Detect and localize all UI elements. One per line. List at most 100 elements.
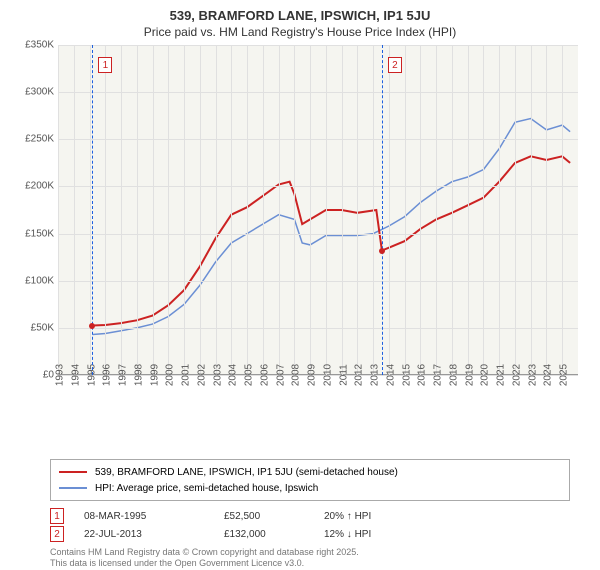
x-gridline [499, 45, 500, 375]
marker-vline [382, 45, 383, 375]
x-tick-label: 2016 [413, 364, 428, 386]
transaction-price: £132,000 [224, 529, 324, 540]
x-tick-label: 1999 [145, 364, 160, 386]
footer-line1: Contains HM Land Registry data © Crown c… [50, 547, 590, 558]
x-tick-label: 1995 [82, 364, 97, 386]
x-gridline [468, 45, 469, 375]
x-gridline [168, 45, 169, 375]
footer-attribution: Contains HM Land Registry data © Crown c… [50, 547, 590, 570]
x-tick-label: 2011 [334, 364, 349, 386]
legend: 539, BRAMFORD LANE, IPSWICH, IP1 5JU (se… [50, 459, 570, 501]
x-tick-label: 2007 [271, 364, 286, 386]
x-gridline [58, 45, 59, 375]
marker-dot [379, 248, 385, 254]
x-gridline [436, 45, 437, 375]
x-gridline [247, 45, 248, 375]
y-tick-label: £250K [25, 134, 58, 145]
legend-label: HPI: Average price, semi-detached house,… [95, 483, 318, 494]
x-gridline [342, 45, 343, 375]
x-gridline [483, 45, 484, 375]
x-tick-label: 1993 [51, 364, 66, 386]
x-tick-label: 2012 [350, 364, 365, 386]
x-tick-label: 2000 [161, 364, 176, 386]
x-gridline [74, 45, 75, 375]
legend-swatch [59, 471, 87, 473]
x-gridline [231, 45, 232, 375]
chart-container: £0£50K£100K£150K£200K£250K£300K£350K1993… [10, 45, 590, 415]
chart-title-address: 539, BRAMFORD LANE, IPSWICH, IP1 5JU [0, 8, 600, 23]
x-tick-label: 2006 [255, 364, 270, 386]
transaction-row: 222-JUL-2013£132,00012% ↓ HPI [50, 525, 570, 543]
legend-item: 539, BRAMFORD LANE, IPSWICH, IP1 5JU (se… [59, 464, 561, 480]
transaction-price: £52,500 [224, 511, 324, 522]
x-gridline [420, 45, 421, 375]
x-tick-label: 2008 [287, 364, 302, 386]
x-tick-label: 1998 [129, 364, 144, 386]
plot-area: £0£50K£100K£150K£200K£250K£300K£350K1993… [58, 45, 578, 375]
y-tick-label: £100K [25, 275, 58, 286]
x-tick-label: 2009 [303, 364, 318, 386]
x-gridline [153, 45, 154, 375]
x-gridline [326, 45, 327, 375]
x-tick-label: 2010 [318, 364, 333, 386]
x-tick-label: 2020 [476, 364, 491, 386]
y-tick-label: £200K [25, 181, 58, 192]
x-tick-label: 1996 [98, 364, 113, 386]
x-gridline [310, 45, 311, 375]
transaction-pct: 20% ↑ HPI [324, 511, 434, 522]
x-tick-label: 2018 [444, 364, 459, 386]
x-gridline [184, 45, 185, 375]
x-gridline [373, 45, 374, 375]
x-gridline [546, 45, 547, 375]
y-tick-label: £350K [25, 40, 58, 51]
x-tick-label: 2005 [240, 364, 255, 386]
transaction-pct: 12% ↓ HPI [324, 529, 434, 540]
x-tick-label: 2003 [208, 364, 223, 386]
x-gridline [389, 45, 390, 375]
x-gridline [405, 45, 406, 375]
marker-badge: 1 [98, 57, 112, 73]
x-gridline [137, 45, 138, 375]
x-gridline [515, 45, 516, 375]
x-gridline [452, 45, 453, 375]
transaction-badge: 2 [50, 526, 64, 542]
chart-title-block: 539, BRAMFORD LANE, IPSWICH, IP1 5JU Pri… [0, 0, 600, 39]
x-tick-label: 2022 [507, 364, 522, 386]
x-tick-label: 2001 [177, 364, 192, 386]
chart-title-subtitle: Price paid vs. HM Land Registry's House … [0, 25, 600, 39]
x-gridline [121, 45, 122, 375]
x-gridline [263, 45, 264, 375]
y-tick-label: £50K [31, 322, 58, 333]
transaction-badge: 1 [50, 508, 64, 524]
x-gridline [105, 45, 106, 375]
x-gridline [200, 45, 201, 375]
legend-swatch [59, 487, 87, 489]
x-tick-label: 2015 [397, 364, 412, 386]
x-gridline [216, 45, 217, 375]
x-tick-label: 1997 [114, 364, 129, 386]
x-gridline [279, 45, 280, 375]
y-tick-label: £300K [25, 87, 58, 98]
marker-badge: 2 [388, 57, 402, 73]
transaction-row: 1 08-MAR-1995£52,50020% ↑ HPI [50, 507, 570, 525]
x-tick-label: 2014 [381, 364, 396, 386]
x-gridline [562, 45, 563, 375]
x-tick-label: 1994 [66, 364, 81, 386]
x-tick-label: 2023 [523, 364, 538, 386]
x-gridline [357, 45, 358, 375]
x-gridline [531, 45, 532, 375]
x-tick-label: 2025 [555, 364, 570, 386]
x-tick-label: 2013 [366, 364, 381, 386]
x-tick-label: 2024 [539, 364, 554, 386]
legend-item: HPI: Average price, semi-detached house,… [59, 480, 561, 496]
x-tick-label: 2004 [224, 364, 239, 386]
transaction-date: 08-MAR-1995 [84, 511, 224, 522]
legend-label: 539, BRAMFORD LANE, IPSWICH, IP1 5JU (se… [95, 467, 398, 478]
marker-dot [89, 323, 95, 329]
x-tick-label: 2019 [460, 364, 475, 386]
x-tick-label: 2021 [492, 364, 507, 386]
y-tick-label: £150K [25, 228, 58, 239]
x-tick-label: 2002 [192, 364, 207, 386]
x-gridline [294, 45, 295, 375]
x-tick-label: 2017 [429, 364, 444, 386]
